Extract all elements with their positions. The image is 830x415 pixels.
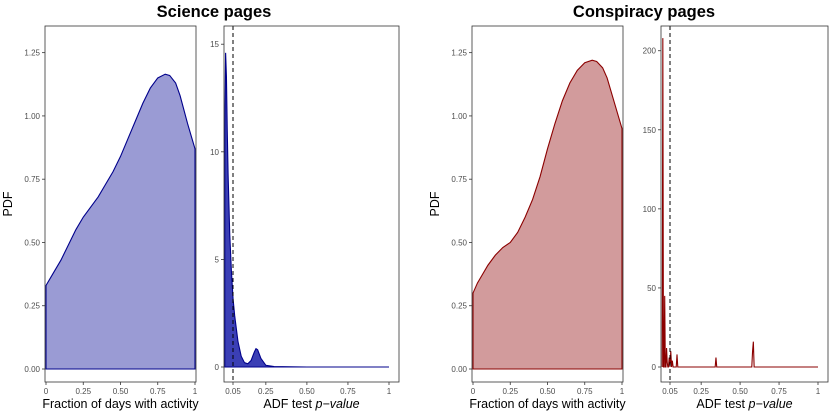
sci-activity-ytick-label: 0.50: [24, 238, 40, 247]
con-activity-ylabel: PDF: [428, 191, 442, 216]
sci-adf-xtick-label: 1: [387, 387, 392, 396]
con-activity-xtick-label: 0.50: [540, 387, 556, 396]
con-adf-panel: 0.05 0.25 0.50 0.75 1 0 50 100 150 200 ADF test p−…: [643, 25, 829, 411]
con-activity-xlabel: Fraction of days with activity: [469, 397, 626, 411]
sci-adf-xtick-label: 0.25: [258, 387, 274, 396]
sci-activity-ylabel: PDF: [1, 191, 15, 216]
sci-adf-ytick-label: 10: [210, 148, 219, 157]
con-activity-xtick-label: 0.75: [577, 387, 593, 396]
con-adf-ytick-label: 0: [652, 363, 657, 372]
sci-adf-ytick-label: 0: [215, 363, 220, 372]
sci-activity-xtick-label: 1: [193, 387, 198, 396]
sci-activity-xtick-label: 0.75: [150, 387, 166, 396]
con-adf-ytick-label: 200: [643, 47, 657, 56]
sci-adf-xtick-label: 0.75: [340, 387, 356, 396]
sci-activity-panel: 0 0.25 0.50 0.75 1 0.00 0.25 0.50 0.75 1.00 1.25 Fr…: [1, 25, 199, 411]
sci-adf-frame: [223, 25, 400, 383]
sci-activity-ytick-label: 0.25: [24, 302, 40, 311]
sci-activity-ytick-label: 1.25: [24, 49, 40, 58]
con-activity-xtick-label: 1: [620, 387, 625, 396]
charts-group: 0 0.25 0.50 0.75 1 0.00 0.25 0.50 0.75 1.00 1.25 Fr…: [1, 25, 829, 411]
sci-adf-xlabel: ADF test p−value: [263, 397, 359, 411]
con-activity-area: [472, 59, 623, 370]
con-activity-ytick-label: 0.75: [451, 175, 467, 184]
con-adf-xtick-label: 0.75: [771, 387, 787, 396]
science-title: Science pages: [157, 3, 272, 21]
sci-adf-xlabel-italic: p−value: [314, 397, 359, 411]
con-adf-line: [661, 38, 818, 368]
con-adf-xlabel: ADF test p−value: [696, 397, 792, 411]
con-adf-xtick-label: 0.25: [693, 387, 709, 396]
sci-activity-xtick-label: 0.50: [113, 387, 129, 396]
con-adf-xtick-label: 1: [816, 387, 821, 396]
sci-activity-ytick-label: 1.00: [24, 112, 40, 121]
con-adf-frame: [660, 25, 829, 383]
con-activity-xtick-label: 0: [471, 387, 476, 396]
con-activity-ytick-label: 0.50: [451, 238, 467, 247]
con-adf-xlabel-main: ADF test: [696, 397, 748, 411]
sci-activity-xlabel: Fraction of days with activity: [42, 397, 199, 411]
con-adf-xtick-label: 0.50: [732, 387, 748, 396]
con-activity-xtick-label: 0.25: [502, 387, 518, 396]
sci-adf-ytick-label: 15: [210, 40, 219, 49]
sci-activity-xtick-label: 0: [44, 387, 49, 396]
con-activity-panel: 0 0.25 0.50 0.75 1 0.00 0.25 0.50 0.75 1.00 1.25 Fr…: [428, 25, 626, 411]
con-adf-xlabel-italic: p−value: [747, 397, 792, 411]
sci-adf-xtick-label: 0.05: [225, 387, 241, 396]
con-activity-ytick-label: 0.25: [451, 302, 467, 311]
sci-adf-area: [224, 52, 389, 368]
sci-activity-ytick-label: 0.75: [24, 175, 40, 184]
sci-activity-ytick-label: 0.00: [24, 365, 40, 374]
con-activity-ytick-label: 1.25: [451, 49, 467, 58]
sci-adf-ytick-label: 5: [215, 255, 220, 264]
con-adf-ytick-label: 100: [643, 205, 657, 214]
con-adf-ytick-label: 50: [647, 284, 656, 293]
sci-adf-xtick-label: 0.50: [299, 387, 315, 396]
con-adf-ytick-label: 150: [643, 126, 657, 135]
sci-adf-xlabel-main: ADF test: [263, 397, 315, 411]
con-activity-ytick-label: 0.00: [451, 365, 467, 374]
sci-activity-area: [45, 73, 196, 370]
con-activity-ytick-label: 1.00: [451, 112, 467, 121]
con-adf-xtick-label: 0.05: [662, 387, 678, 396]
sci-activity-xtick-label: 0.25: [75, 387, 91, 396]
conspiracy-title: Conspiracy pages: [573, 3, 715, 21]
